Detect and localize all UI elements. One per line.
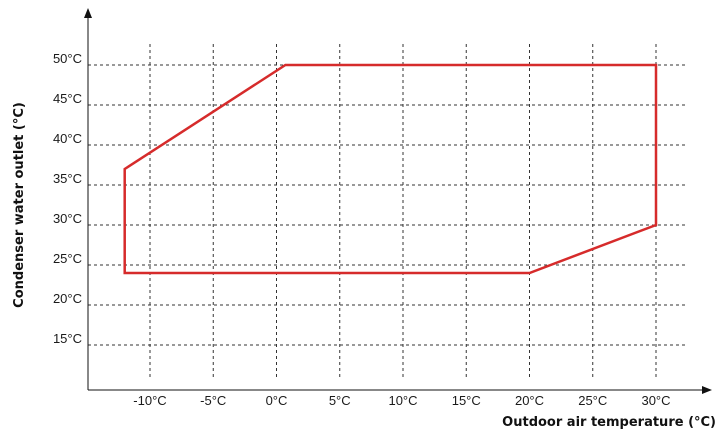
x-tick-label: 0°C [266,393,288,408]
x-tick-label: -5°C [200,393,226,408]
x-axis-title: Outdoor air temperature (°C) [502,415,716,430]
x-tick-label: 5°C [329,393,351,408]
y-tick-label: 35°C [53,171,82,186]
y-tick-label: 30°C [53,211,82,226]
x-tick-label: 10°C [388,393,417,408]
grid-lines [88,44,686,378]
x-tick-labels: -10°C -5°C 0°C 5°C 10°C 15°C 20°C 25°C 30°C [133,393,670,408]
axes [84,8,712,394]
x-tick-label: 15°C [452,393,481,408]
y-tick-label: 40°C [53,131,82,146]
x-tick-label: 25°C [578,393,607,408]
y-tick-label: 45°C [53,91,82,106]
operating-envelope-line [123,63,658,275]
y-tick-label: 20°C [53,291,82,306]
x-tick-label: 30°C [641,393,670,408]
x-axis-arrow [702,386,712,394]
series-group [123,63,658,275]
y-tick-label: 50°C [53,51,82,66]
y-tick-label: 25°C [53,251,82,266]
y-axis-arrow [84,8,92,18]
y-axis-title: Condenser water outlet (°C) [12,102,27,308]
x-tick-label: 20°C [515,393,544,408]
y-tick-labels: 15°C 20°C 25°C 30°C 35°C 40°C 45°C 50°C [53,51,82,346]
x-tick-label: -10°C [133,393,166,408]
y-tick-label: 15°C [53,331,82,346]
